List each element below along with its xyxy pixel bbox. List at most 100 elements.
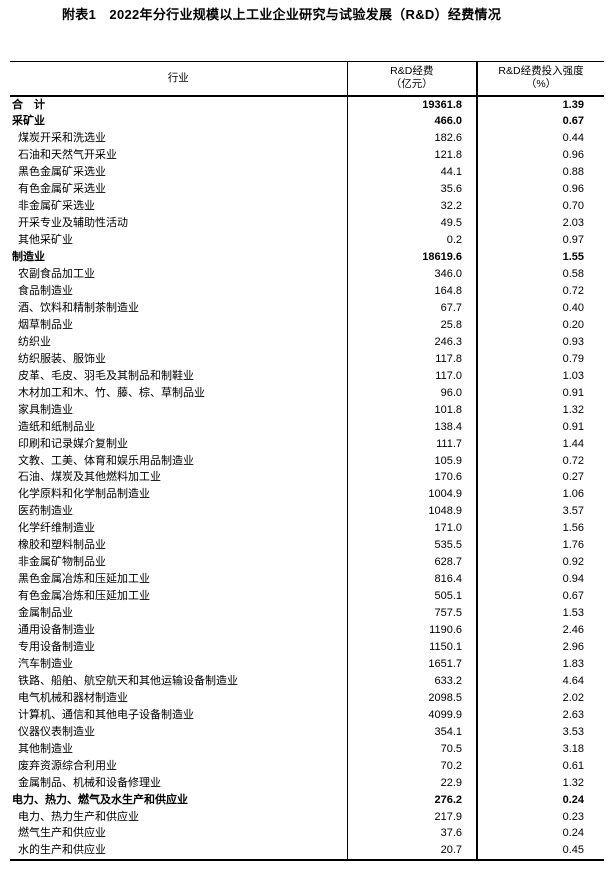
- industry-cell: 电气机械和器材制造业: [10, 689, 348, 707]
- intensity-cell: 0.92: [562, 556, 584, 569]
- expenditure-cell: 44.1: [347, 164, 478, 182]
- industry-cell: 金属制品业: [10, 605, 348, 623]
- expenditure-cell: 111.7: [347, 435, 478, 453]
- intensity-cell: 2.96: [562, 641, 584, 653]
- industry-cell: 金属制品、机械和设备修理业: [10, 774, 348, 792]
- intensity-cell: 1.44: [562, 437, 584, 450]
- table-row: 制造业 18619.6 1.55: [10, 249, 604, 267]
- col-header-expenditure-label: R&D经费: [390, 65, 434, 78]
- industry-cell: 化学纤维制造业: [10, 520, 348, 538]
- intensity-cell: 0.93: [562, 335, 584, 348]
- table-row: 黑色金属冶炼和压延加工业 816.4 0.94: [10, 571, 604, 589]
- industry-cell: 废弃资源综合利用业: [10, 757, 348, 775]
- intensity-cell: 0.91: [562, 420, 584, 433]
- intensity-cell: 0.20: [562, 318, 584, 331]
- intensity-cell: 4.64: [562, 674, 584, 687]
- industry-cell: 有色金属冶炼和压延加工业: [10, 588, 348, 606]
- industry-cell: 电力、热力生产和供应业: [10, 808, 348, 826]
- industry-cell: 黑色金属矿采选业: [10, 164, 348, 182]
- intensity-cell: 3.18: [562, 742, 584, 755]
- table-row: 燃气生产和供应业 37.6 0.24: [10, 825, 604, 843]
- intensity-cell: 1.32: [562, 403, 584, 416]
- table-row: 开采专业及辅助性活动 49.5 2.03: [10, 215, 604, 233]
- expenditure-cell: 1150.1: [347, 639, 478, 656]
- intensity-cell: 0.45: [562, 844, 584, 857]
- table-row: 酒、饮料和精制茶制造业 67.7 0.40: [10, 299, 604, 317]
- table-row: 煤炭开采和洗选业 182.6 0.44: [10, 130, 604, 148]
- expenditure-cell: 32.2: [347, 198, 478, 216]
- industry-cell: 石油、煤炭及其他燃料加工业: [10, 469, 348, 487]
- industry-cell: 开采专业及辅助性活动: [10, 215, 348, 233]
- expenditure-cell: 105.9: [347, 452, 478, 470]
- expenditure-cell: 19361.8: [347, 95, 478, 114]
- intensity-cell: 0.70: [562, 200, 584, 213]
- intensity-cell: 0.61: [562, 759, 584, 772]
- industry-cell: 有色金属矿采选业: [10, 181, 348, 199]
- intensity-cell: 0.72: [562, 454, 584, 467]
- expenditure-cell: 25.8: [347, 316, 478, 334]
- table-row: 其他制造业 70.5 3.18: [10, 740, 604, 758]
- table-row: 纺织服装、服饰业 117.8 0.79: [10, 350, 604, 368]
- table-row: 木材加工和木、竹、藤、棕、草制品业 96.0 0.91: [10, 384, 604, 402]
- industry-cell: 烟草制品业: [10, 316, 348, 334]
- industry-cell: 煤炭开采和洗选业: [10, 130, 348, 148]
- industry-cell: 印刷和记录媒介复制业: [10, 435, 348, 453]
- expenditure-cell: 20.7: [347, 842, 478, 861]
- col-header-expenditure: R&D经费 （亿元）: [347, 61, 478, 97]
- table-row: 采矿业 466.0 0.67: [10, 113, 604, 131]
- expenditure-cell: 276.2: [347, 791, 478, 809]
- expenditure-cell: 18619.6: [347, 249, 478, 267]
- table-body: 合 计 19361.8 1.39 采矿业 466.0 0.67 煤炭开采和洗选业 182.6 0…: [10, 95, 604, 861]
- expenditure-cell: 628.7: [347, 554, 478, 572]
- intensity-cell: 1.39: [562, 98, 584, 111]
- intensity-cell: 1.53: [562, 607, 584, 620]
- table-row: 仪器仪表制造业 354.1 3.53: [10, 723, 604, 741]
- industry-cell: 铁路、船舶、航空航天和其他运输设备制造业: [10, 672, 348, 690]
- table-row: 家具制造业 101.8 1.32: [10, 401, 604, 419]
- header-row: 行业 R&D经费 （亿元） R&D经费投入强度 （%）: [10, 61, 604, 97]
- intensity-cell: 1.03: [562, 369, 584, 382]
- table-row: 化学纤维制造业 171.0 1.56: [10, 520, 604, 538]
- industry-cell: 其他采矿业: [10, 232, 348, 250]
- expenditure-cell: 466.0: [347, 113, 478, 131]
- intensity-cell: 0.67: [562, 590, 584, 603]
- intensity-cell: 2.02: [562, 691, 584, 704]
- table-row: 皮革、毛皮、羽毛及其制品和制鞋业 117.0 1.03: [10, 367, 604, 385]
- industry-cell: 水的生产和供应业: [10, 842, 348, 861]
- expenditure-cell: 96.0: [347, 384, 478, 402]
- table-row: 计算机、通信和其他电子设备制造业 4099.9 2.63: [10, 706, 604, 724]
- table-row: 非金属矿采选业 32.2 0.70: [10, 198, 604, 216]
- expenditure-cell: 164.8: [347, 282, 478, 300]
- intensity-cell: 3.53: [562, 725, 584, 738]
- table-row: 造纸和纸制品业 138.4 0.91: [10, 418, 604, 436]
- table-row: 电力、热力、燃气及水生产和供应业 276.2 0.24: [10, 791, 604, 809]
- table-row: 有色金属冶炼和压延加工业 505.1 0.67: [10, 588, 604, 606]
- expenditure-cell: 37.6: [347, 825, 478, 843]
- expenditure-cell: 35.6: [347, 181, 478, 199]
- table-row: 金属制品、机械和设备修理业 22.9 1.32: [10, 774, 604, 792]
- table-row: 橡胶和塑料制品业 535.5 1.76: [10, 537, 604, 555]
- intensity-cell: 0.67: [562, 115, 584, 128]
- industry-cell: 纺织服装、服饰业: [10, 350, 348, 368]
- expenditure-cell: 1048.9: [347, 503, 478, 521]
- expenditure-cell: 67.7: [347, 299, 478, 317]
- col-header-industry: 行业: [10, 61, 348, 97]
- expenditure-cell: 170.6: [347, 469, 478, 487]
- industry-cell: 制造业: [10, 249, 348, 267]
- intensity-cell: 0.72: [562, 284, 584, 297]
- intensity-cell: 0.88: [562, 166, 584, 179]
- rd-expenditure-table: 行业 R&D经费 （亿元） R&D经费投入强度 （%） 合 计 19361.8 1.…: [10, 61, 604, 862]
- expenditure-cell: 182.6: [347, 130, 478, 148]
- intensity-cell: 0.96: [562, 149, 584, 162]
- table-row: 纺织业 246.3 0.93: [10, 333, 604, 351]
- table-row: 金属制品业 757.5 1.53: [10, 605, 604, 623]
- table-row: 化学原料和化学制品制造业 1004.9 1.06: [10, 486, 604, 504]
- expenditure-cell: 246.3: [347, 333, 478, 351]
- expenditure-cell: 1651.7: [347, 655, 478, 673]
- intensity-cell: 1.76: [562, 539, 584, 552]
- industry-cell: 黑色金属冶炼和压延加工业: [10, 571, 348, 589]
- table-row: 非金属矿物制品业 628.7 0.92: [10, 554, 604, 572]
- table-row: 有色金属矿采选业 35.6 0.96: [10, 181, 604, 199]
- intensity-cell: 0.58: [562, 268, 584, 281]
- intensity-cell: 2.46: [562, 624, 584, 637]
